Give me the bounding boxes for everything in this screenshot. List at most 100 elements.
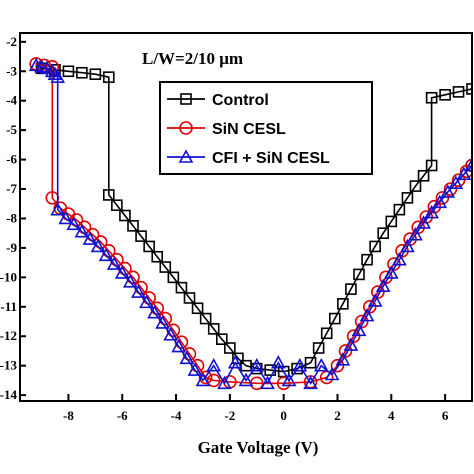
data-point (238, 372, 254, 387)
data-point (440, 184, 456, 198)
y-tick-label: -9 (6, 240, 17, 255)
data-point (408, 226, 423, 241)
legend-label: CFI + SiN CESL (212, 150, 330, 167)
data-point (119, 209, 131, 222)
data-point (195, 372, 211, 387)
x-tick-label: 0 (280, 408, 287, 423)
data-point (217, 375, 232, 390)
data-point (171, 338, 187, 353)
data-point (102, 71, 115, 83)
data-point (281, 372, 297, 387)
data-point (270, 355, 286, 369)
data-point (452, 86, 465, 98)
x-tick-label: -4 (171, 408, 182, 423)
data-point (198, 370, 213, 385)
y-axis-ticks: -2 -3 -4 -5 -6 -7 -8 -9 -10 -11 -12 -13 -14 (0, 34, 26, 402)
data-point (155, 315, 170, 329)
data-point (466, 83, 472, 95)
data-point (74, 224, 90, 238)
data-point (346, 329, 361, 344)
y-tick-label: -11 (0, 299, 17, 314)
data-point (337, 298, 349, 310)
data-point (304, 356, 317, 369)
data-point (292, 358, 308, 372)
x-axis-title: Gate Voltage (V) (198, 438, 319, 457)
x-tick-label: -8 (63, 408, 74, 423)
data-point (313, 358, 329, 372)
data-point (114, 265, 130, 279)
data-point (424, 204, 439, 219)
data-point (456, 166, 472, 181)
legend-label: Control (212, 92, 269, 109)
y-tick-label: -13 (0, 358, 17, 373)
x-tick-label: 6 (442, 408, 449, 423)
data-point (206, 358, 222, 372)
data-point (451, 173, 466, 187)
data-point (353, 268, 365, 281)
data-point (345, 283, 357, 295)
legend-entry: SiN CESL (167, 121, 286, 138)
data-point (425, 91, 438, 104)
data-point (276, 376, 291, 391)
data-point (393, 203, 406, 216)
legend-label: SiN CESL (212, 121, 286, 138)
data-point (102, 189, 115, 201)
data-point (328, 312, 341, 325)
series-triangle (28, 57, 472, 390)
x-tick-label: 4 (388, 408, 395, 423)
data-point (215, 333, 228, 345)
data-point (369, 240, 381, 253)
data-point (167, 271, 180, 284)
data-point (135, 230, 147, 242)
data-point (227, 355, 243, 369)
data-point (131, 284, 146, 298)
data-point (62, 65, 75, 78)
data-point (416, 215, 431, 229)
data-point (377, 227, 390, 239)
series-layer (28, 57, 472, 391)
x-tick-label: 2 (334, 408, 341, 423)
data-point (191, 302, 204, 315)
data-point (179, 350, 195, 365)
data-point (89, 68, 102, 81)
y-tick-label: -6 (6, 152, 17, 167)
data-point (351, 322, 367, 337)
y-tick-label: -4 (6, 93, 17, 108)
data-point (392, 252, 407, 266)
data-point (338, 344, 353, 358)
data-point (417, 169, 430, 182)
data-point (400, 238, 415, 253)
data-point (106, 256, 122, 270)
data-point (139, 294, 154, 309)
data-point (206, 373, 221, 388)
legend-swatch-marker (178, 149, 194, 163)
data-point (260, 375, 275, 390)
data-point (39, 60, 55, 75)
y-tick-label: -12 (0, 328, 17, 343)
data-point (439, 89, 451, 101)
x-tick-label: -2 (224, 408, 235, 423)
data-point (111, 199, 123, 212)
data-point (58, 210, 74, 225)
legend-entry: Control (167, 92, 269, 109)
chart-annotation: L/W=2/10 μm (142, 49, 243, 68)
data-point (425, 159, 438, 172)
data-point (343, 337, 359, 351)
data-point (183, 292, 196, 304)
data-point (320, 327, 333, 340)
data-point (448, 175, 464, 189)
data-point (375, 278, 391, 292)
data-point (187, 362, 203, 376)
data-point (47, 66, 63, 81)
data-point (98, 247, 114, 262)
data-point (367, 293, 383, 307)
data-point (50, 201, 66, 216)
data-point (359, 307, 375, 322)
data-point (383, 265, 399, 279)
y-tick-label: -7 (6, 181, 17, 196)
data-point (312, 342, 325, 354)
data-point (66, 216, 82, 231)
y-tick-label: -3 (6, 63, 17, 78)
y-tick-label: -8 (6, 210, 17, 225)
